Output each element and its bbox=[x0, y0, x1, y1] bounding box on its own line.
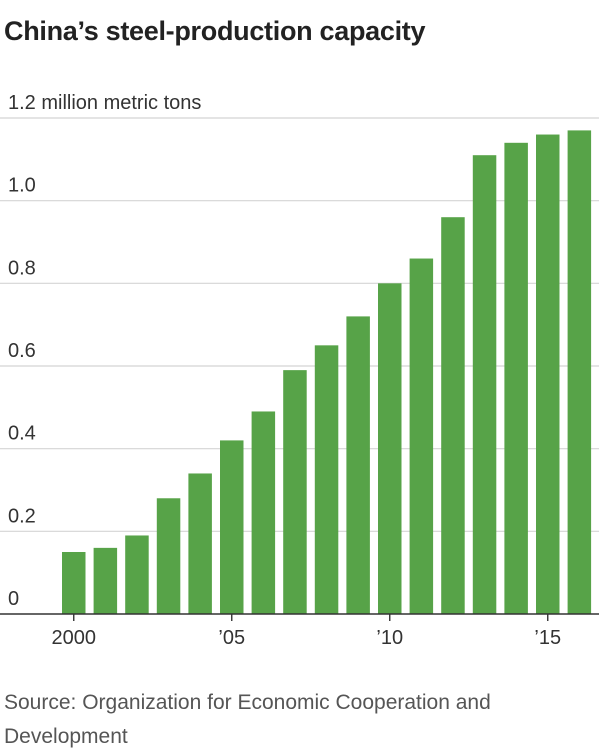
bar bbox=[188, 473, 212, 614]
y-tick-label: 0.8 bbox=[8, 257, 36, 279]
bar bbox=[93, 547, 118, 614]
y-tick-label: 0.2 bbox=[8, 505, 36, 527]
source-note: Source: Organization for Economic Cooper… bbox=[4, 691, 491, 748]
y-tick-label: 0 bbox=[8, 588, 19, 610]
x-tick-label: ’15 bbox=[534, 627, 561, 649]
y-tick-label: 1.2 million metric tons bbox=[8, 92, 201, 114]
chart-title: China’s steel-production capacity bbox=[4, 16, 426, 46]
x-tick-label: 2000 bbox=[52, 627, 97, 649]
bar bbox=[346, 316, 370, 614]
bar bbox=[536, 134, 560, 615]
bar-chart: 00.20.40.60.81.01.2 million metric tons … bbox=[0, 92, 599, 649]
y-tick-label: 0.4 bbox=[8, 423, 36, 445]
x-tick-label: ’10 bbox=[376, 627, 403, 649]
bar bbox=[567, 130, 592, 614]
bar bbox=[283, 370, 307, 614]
bar bbox=[251, 411, 276, 614]
bar bbox=[62, 552, 86, 614]
bar bbox=[441, 217, 465, 614]
bars bbox=[62, 130, 592, 615]
y-axis-tick-labels: 0 0.2 0.4 0.6 0.8 1.0 1.2 million metric tons bbox=[8, 92, 201, 610]
bar bbox=[156, 498, 181, 614]
bar bbox=[314, 345, 339, 614]
bar bbox=[409, 258, 434, 614]
bar bbox=[220, 440, 244, 614]
x-axis-tick-labels: 2000 ’05 ’10 ’15 bbox=[52, 614, 561, 649]
bar bbox=[472, 155, 497, 614]
bar bbox=[504, 142, 528, 615]
x-tick-label: ’05 bbox=[218, 627, 245, 649]
bar bbox=[125, 535, 149, 614]
y-tick-label: 0.6 bbox=[8, 340, 36, 362]
y-tick-label: 1.0 bbox=[8, 175, 36, 197]
bar bbox=[378, 283, 402, 614]
